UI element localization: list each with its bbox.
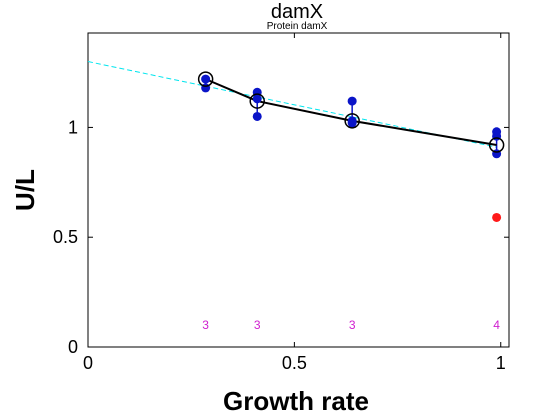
y-axis: 00.51 [53, 117, 509, 357]
outlier-point [492, 213, 501, 222]
chart-subtitle: Protein damX [267, 21, 328, 32]
chart-title: damX [271, 1, 323, 23]
y-tick-label: 0 [68, 337, 78, 357]
count-label: 3 [202, 318, 209, 332]
count-label: 3 [349, 318, 356, 332]
replicate-point [348, 119, 357, 128]
x-tick-label: 1 [496, 353, 506, 373]
replicate-point [201, 75, 210, 84]
x-axis: 0 0.5 1 [83, 33, 506, 373]
x-tick-label: 0.5 [282, 353, 307, 373]
x-axis-label: Growth rate [223, 386, 369, 416]
plot-marks: 3 3 3 4 [88, 62, 504, 332]
replicate-point [348, 97, 357, 106]
y-tick-label: 1 [68, 117, 78, 137]
y-axis-label: U/L [10, 169, 40, 211]
mean-line [206, 79, 497, 145]
count-label: 3 [254, 318, 261, 332]
replicate-point [253, 112, 262, 121]
y-tick-label: 0.5 [53, 227, 78, 247]
count-label: 4 [493, 318, 500, 332]
plot-frame [88, 33, 509, 347]
replicate-point [253, 94, 262, 103]
x-tick-label: 0 [83, 353, 93, 373]
